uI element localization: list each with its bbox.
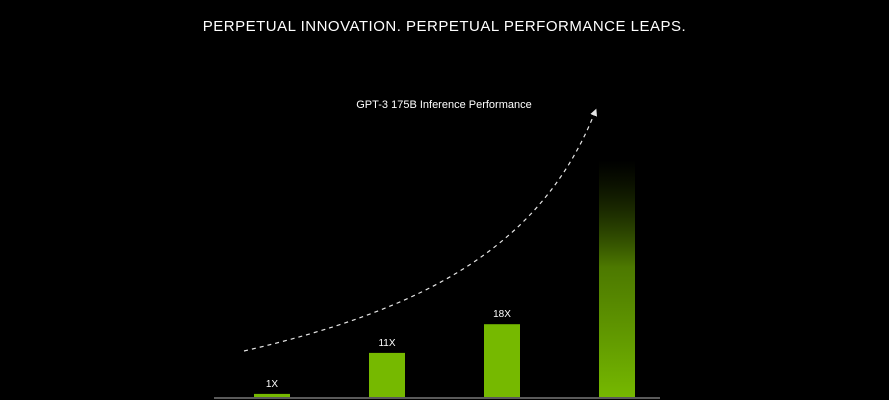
bar-label-3: 18X — [493, 309, 511, 320]
bar-2 — [369, 352, 405, 398]
bars-layer — [254, 160, 635, 398]
bar-label-1: 1X — [266, 379, 279, 390]
labels-layer: 1X 11X 18X — [266, 309, 511, 390]
chart-title: GPT-3 175B Inference Performance — [356, 99, 531, 111]
bar-label-2: 11X — [378, 338, 395, 349]
page-title: PERPETUAL INNOVATION. PERPETUAL PERFORMA… — [202, 18, 687, 35]
bar-4 — [599, 160, 635, 398]
trend-arrow — [243, 108, 598, 352]
bar-1 — [254, 393, 290, 398]
bar-3 — [484, 324, 520, 398]
